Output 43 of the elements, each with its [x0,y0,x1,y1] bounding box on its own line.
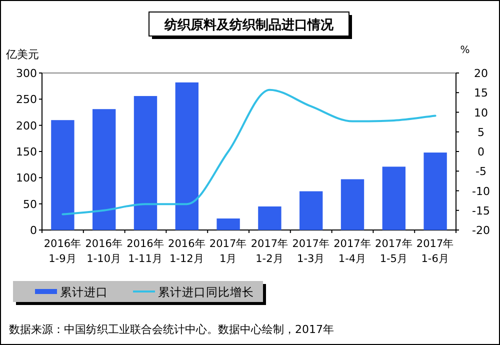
bar [382,166,406,230]
y2-tick-label: 15 [474,86,488,100]
line-series [62,88,436,216]
legend-label: 累计进口同比增长 [158,285,254,299]
source-note: 数据来源：中国纺织工业联合会统计中心。数据中心绘制，2017年 [9,323,334,336]
x-tick-label: 2017年 1-2月 [250,238,289,265]
bar [340,179,364,230]
y2-tick-label: -5 [476,165,486,178]
bar [92,109,116,230]
y2-tick-label: 20 [474,67,488,80]
x-tick-label: 2017年 1-4月 [334,238,372,265]
y2-axis-title: % [460,45,470,56]
y2-tick-label: -15 [472,204,490,218]
y-tick-label: 50 [23,198,37,211]
y-axis-title: 亿美元 [5,48,39,61]
x-tick-label: 2017年 1-6月 [416,238,454,265]
y-tick-label: 300 [16,67,37,80]
y2-tick-label: 5 [478,126,484,139]
y2-tick-label: -20 [472,224,490,237]
chart-title: 纺织原料及纺织制品进口情况 [164,17,334,33]
bar [300,191,323,230]
legend-label: 累计进口 [60,285,108,299]
y2-tick-label: 0 [478,146,484,158]
x-tick-label: 2016年 1-12月 [168,238,206,265]
y-tick-label: 250 [16,93,37,106]
x-tick-label: 2017年 1月 [209,238,248,265]
bar [216,218,240,230]
bar [258,206,282,230]
bar [424,152,447,230]
x-tick-label: 2017年 1-5月 [375,238,413,265]
y-tick-label: 150 [16,146,37,158]
y2-tick-label: -10 [472,184,490,198]
y-tick-label: 200 [16,119,37,132]
y-tick-label: 0 [30,224,37,237]
y2-tick-label: 10 [474,106,488,120]
bar [175,82,198,230]
y-tick-label: 100 [16,172,37,185]
bar [134,96,158,230]
x-tick-label: 2016年 1-9月 [44,238,82,265]
x-tick-label: 2016年 1-10月 [85,238,123,265]
bar [51,120,74,230]
x-tick-label: 2016年 1-11月 [126,238,164,265]
x-tick-label: 2017年 1-3月 [292,238,330,265]
